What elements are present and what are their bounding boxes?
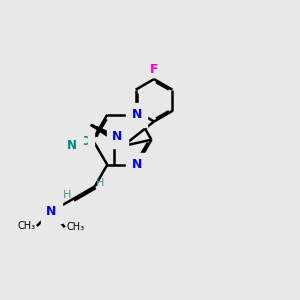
Text: H: H bbox=[96, 178, 104, 188]
Text: CH₃: CH₃ bbox=[17, 221, 35, 231]
Text: N: N bbox=[46, 205, 57, 218]
Text: F: F bbox=[150, 63, 158, 76]
Text: H: H bbox=[62, 190, 71, 200]
Text: CH₃: CH₃ bbox=[66, 222, 84, 232]
Text: N: N bbox=[112, 130, 123, 143]
Text: N: N bbox=[132, 108, 142, 121]
Text: N: N bbox=[132, 158, 142, 171]
Text: N: N bbox=[67, 139, 77, 152]
Text: C: C bbox=[80, 136, 88, 148]
